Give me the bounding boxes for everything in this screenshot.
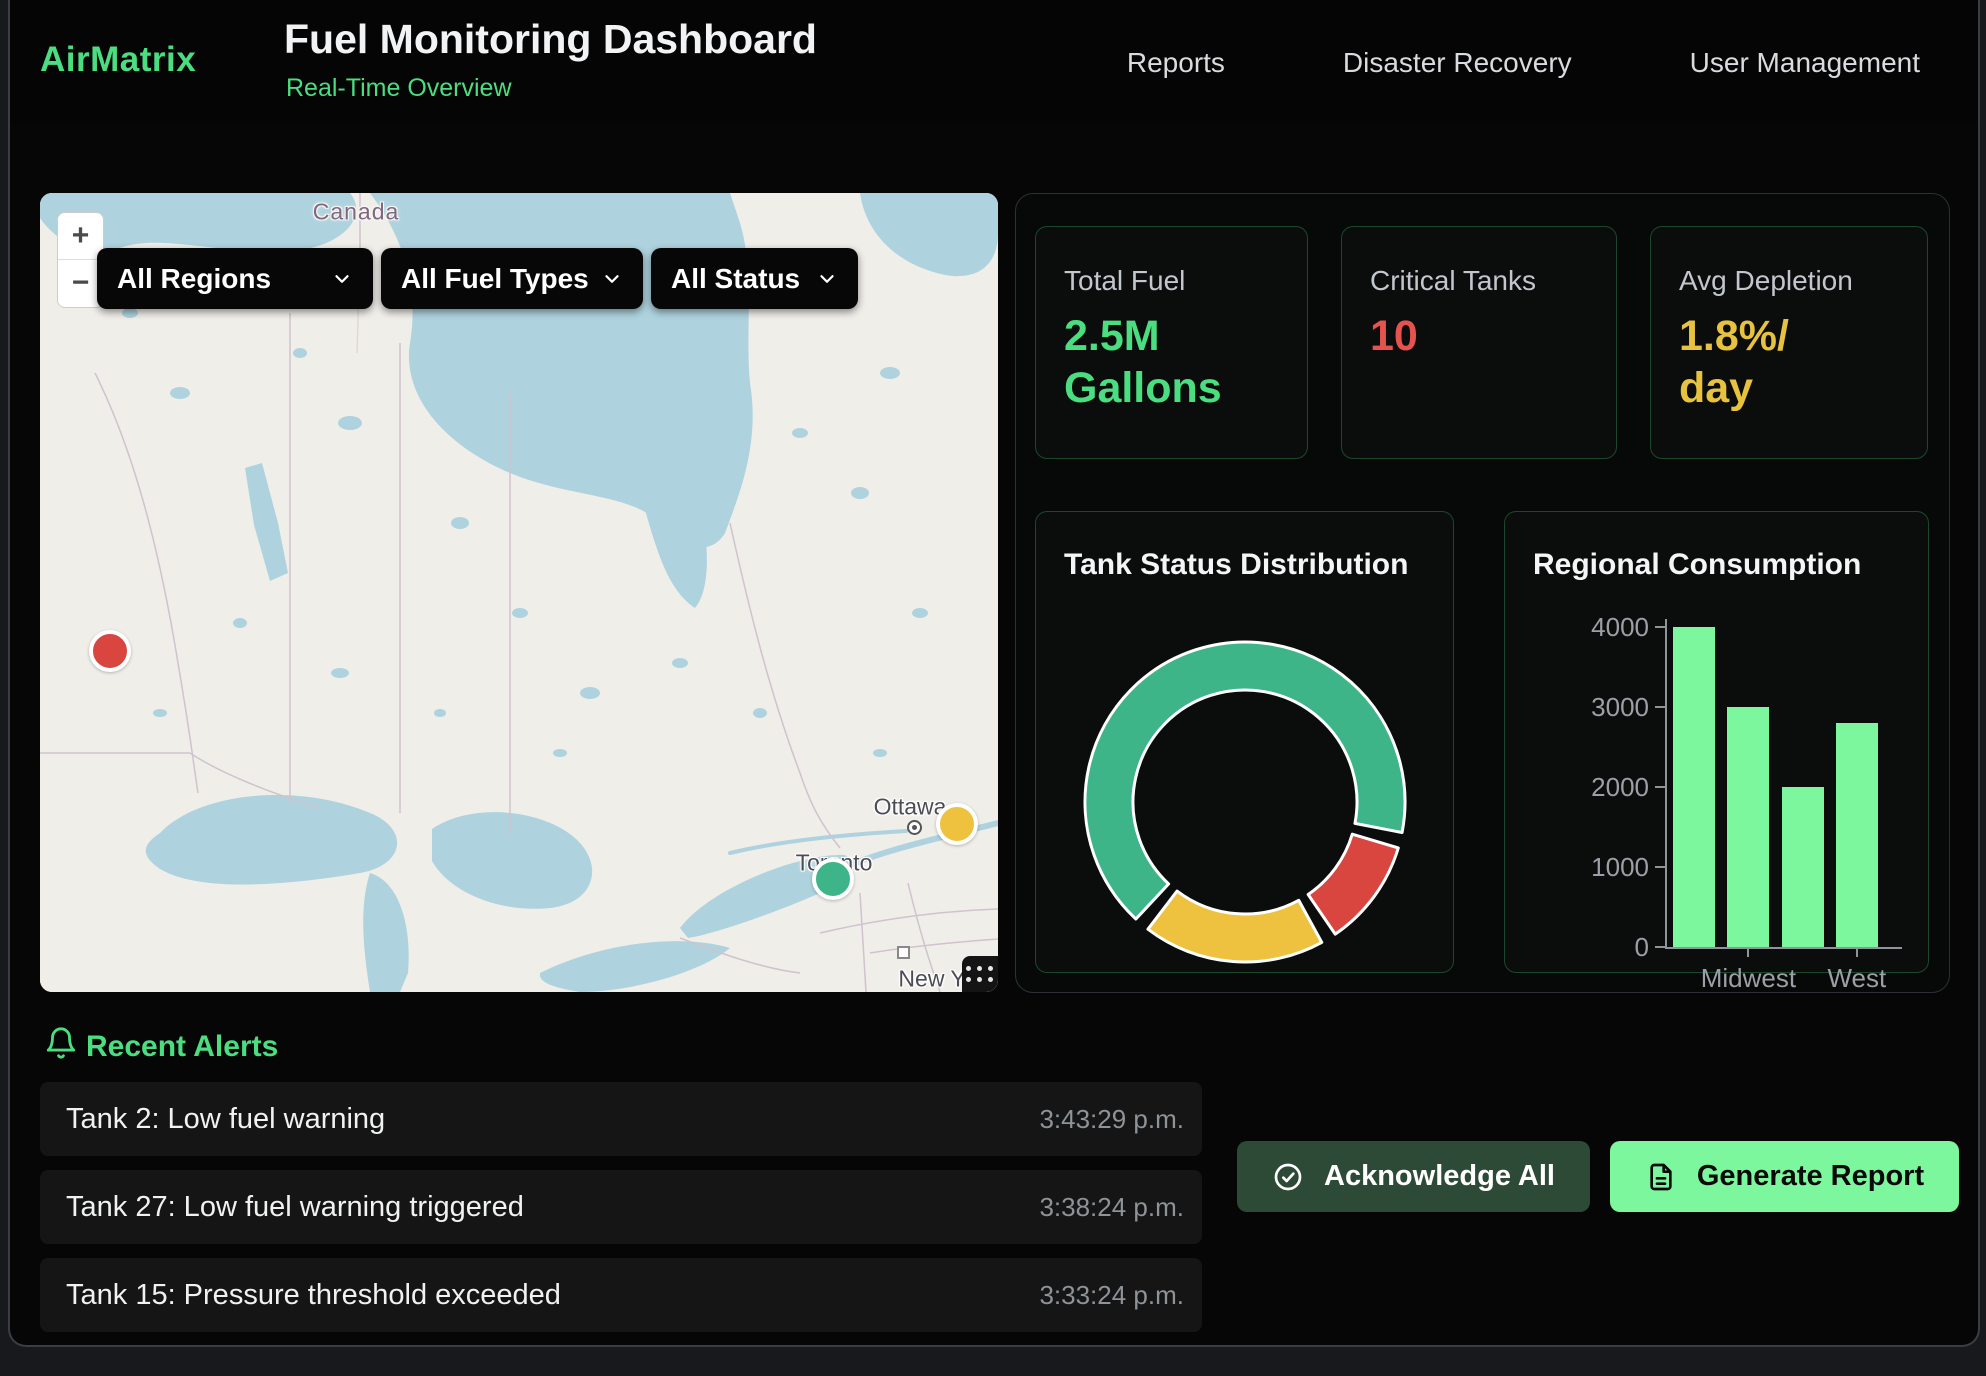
acknowledge-all-button[interactable]: Acknowledge All bbox=[1237, 1141, 1590, 1212]
app-window: AirMatrix Fuel Monitoring Dashboard Real… bbox=[8, 0, 1980, 1347]
chart-title: Tank Status Distribution bbox=[1064, 548, 1408, 582]
alert-message: Tank 2: Low fuel warning bbox=[66, 1103, 385, 1136]
kpi-card-total-fuel: Total Fuel 2.5M Gallons bbox=[1035, 226, 1308, 459]
tank-marker-critical[interactable] bbox=[89, 630, 131, 672]
fuel-monitoring-app: AirMatrix Fuel Monitoring Dashboard Real… bbox=[0, 0, 1986, 1376]
x-tick-label: West bbox=[1797, 963, 1917, 994]
donut-slice-red bbox=[1308, 834, 1398, 934]
alert-timestamp: 3:43:29 p.m. bbox=[1039, 1104, 1184, 1135]
tank-status-chart-card: Tank Status Distribution bbox=[1035, 511, 1454, 973]
kpi-label: Total Fuel bbox=[1064, 265, 1279, 297]
kpi-value: 1.8%/ day bbox=[1679, 311, 1899, 414]
chevron-down-icon bbox=[816, 268, 838, 290]
page-subtitle: Real-Time Overview bbox=[286, 74, 512, 103]
y-tick bbox=[1655, 626, 1665, 628]
kpi-value: 2.5M Gallons bbox=[1064, 311, 1279, 414]
kpi-card-critical-tanks: Critical Tanks 10 bbox=[1341, 226, 1617, 459]
x-tick bbox=[1747, 949, 1749, 957]
city-marker-icon bbox=[897, 946, 910, 959]
y-tick bbox=[1655, 946, 1665, 948]
header: AirMatrix Fuel Monitoring Dashboard Real… bbox=[10, 0, 1978, 125]
bar bbox=[1673, 627, 1715, 947]
y-tick-label: 0 bbox=[1559, 932, 1649, 963]
page-title: Fuel Monitoring Dashboard bbox=[284, 16, 817, 63]
bar-chart: 01000200030004000MidwestWest bbox=[1505, 512, 1928, 972]
brand-logo[interactable]: AirMatrix bbox=[40, 40, 196, 80]
city-marker-icon bbox=[907, 820, 922, 835]
alert-timestamp: 3:33:24 p.m. bbox=[1039, 1280, 1184, 1311]
nav-disaster-recovery[interactable]: Disaster Recovery bbox=[1343, 47, 1572, 79]
status-filter-value: All Status bbox=[671, 263, 800, 295]
kpi-value: 10 bbox=[1370, 311, 1588, 363]
file-text-icon bbox=[1645, 1161, 1677, 1193]
donut-slice-yellow bbox=[1148, 891, 1322, 962]
y-tick bbox=[1655, 866, 1665, 868]
bar bbox=[1782, 787, 1824, 947]
x-axis-line bbox=[1665, 947, 1902, 949]
nav-reports[interactable]: Reports bbox=[1127, 47, 1225, 79]
y-tick bbox=[1655, 786, 1665, 788]
main-nav: Reports Disaster Recovery User Managemen… bbox=[1127, 0, 1920, 125]
x-tick-label: Midwest bbox=[1688, 963, 1808, 994]
tank-marker-normal[interactable] bbox=[812, 858, 854, 900]
bell-icon bbox=[44, 1026, 78, 1060]
button-label: Generate Report bbox=[1697, 1160, 1924, 1193]
y-axis-line bbox=[1665, 619, 1667, 949]
alerts-section-title: Recent Alerts bbox=[86, 1030, 278, 1064]
alert-message: Tank 27: Low fuel warning triggered bbox=[66, 1191, 524, 1224]
map-panel[interactable]: Canada Ottawa Toronto New York + − All R… bbox=[40, 193, 998, 992]
regional-consumption-chart-card: Regional Consumption 01000200030004000Mi… bbox=[1504, 511, 1929, 973]
donut-chart bbox=[1077, 634, 1413, 970]
x-tick bbox=[1856, 949, 1858, 957]
tank-marker-warning[interactable] bbox=[936, 803, 978, 845]
alert-row[interactable]: Tank 15: Pressure threshold exceeded 3:3… bbox=[40, 1258, 1202, 1332]
kpi-label: Avg Depletion bbox=[1679, 265, 1899, 297]
map-zoom-in-button[interactable]: + bbox=[58, 213, 103, 259]
kpi-label: Critical Tanks bbox=[1370, 265, 1588, 297]
alert-row[interactable]: Tank 27: Low fuel warning triggered 3:38… bbox=[40, 1170, 1202, 1244]
stats-panel: Total Fuel 2.5M Gallons Critical Tanks 1… bbox=[1015, 193, 1950, 993]
map-label-canada: Canada bbox=[313, 199, 400, 226]
chevron-down-icon bbox=[331, 268, 353, 290]
check-circle-icon bbox=[1272, 1161, 1304, 1193]
alert-timestamp: 3:38:24 p.m. bbox=[1039, 1192, 1184, 1223]
y-tick-label: 3000 bbox=[1559, 692, 1649, 723]
region-filter-select[interactable]: All Regions bbox=[97, 248, 373, 309]
y-tick-label: 1000 bbox=[1559, 852, 1649, 883]
map-label-ottawa: Ottawa bbox=[874, 794, 947, 821]
alert-message: Tank 15: Pressure threshold exceeded bbox=[66, 1279, 561, 1312]
drag-handle-icon[interactable] bbox=[962, 956, 998, 992]
fuel-type-filter-value: All Fuel Types bbox=[401, 263, 589, 295]
bar bbox=[1836, 723, 1878, 947]
fuel-type-filter-select[interactable]: All Fuel Types bbox=[381, 248, 643, 309]
y-tick-label: 2000 bbox=[1559, 772, 1649, 803]
y-tick-label: 4000 bbox=[1559, 612, 1649, 643]
bar bbox=[1727, 707, 1769, 947]
button-label: Acknowledge All bbox=[1324, 1160, 1555, 1193]
status-filter-select[interactable]: All Status bbox=[651, 248, 858, 309]
region-filter-value: All Regions bbox=[117, 263, 271, 295]
y-tick bbox=[1655, 706, 1665, 708]
alert-row[interactable]: Tank 2: Low fuel warning 3:43:29 p.m. bbox=[40, 1082, 1202, 1156]
chevron-down-icon bbox=[601, 268, 623, 290]
kpi-card-avg-depletion: Avg Depletion 1.8%/ day bbox=[1650, 226, 1928, 459]
generate-report-button[interactable]: Generate Report bbox=[1610, 1141, 1959, 1212]
nav-user-management[interactable]: User Management bbox=[1690, 47, 1920, 79]
